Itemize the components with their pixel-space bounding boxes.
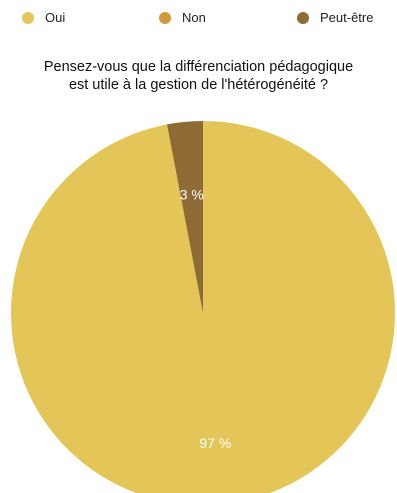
legend-label-non: Non <box>182 10 206 25</box>
chart-title-line-2: est utile à la gestion de l'hétérogénéit… <box>68 77 329 93</box>
legend-item-oui[interactable]: Oui <box>22 10 65 25</box>
legend-swatch-peut-etre <box>297 11 309 24</box>
legend-item-peut-etre[interactable]: Peut-être <box>297 10 373 25</box>
legend-swatch-non <box>159 11 171 24</box>
pie-slice-peut-etre[interactable] <box>167 121 203 313</box>
chart-title: Pensez-vous que la différenciation pédag… <box>10 58 387 94</box>
data-label-oui: 97 % <box>199 435 231 451</box>
legend-swatch-oui <box>22 11 34 24</box>
legend: Oui Non Peut-être <box>0 10 397 30</box>
pie-slice-oui[interactable] <box>11 121 395 493</box>
legend-label-peut-etre: Peut-être <box>320 10 374 25</box>
data-label-peut-etre: 3 % <box>180 186 204 202</box>
legend-item-non[interactable]: Non <box>159 10 206 25</box>
legend-label-oui: Oui <box>45 10 66 25</box>
chart-title-line-1: Pensez-vous que la différenciation pédag… <box>43 59 354 75</box>
